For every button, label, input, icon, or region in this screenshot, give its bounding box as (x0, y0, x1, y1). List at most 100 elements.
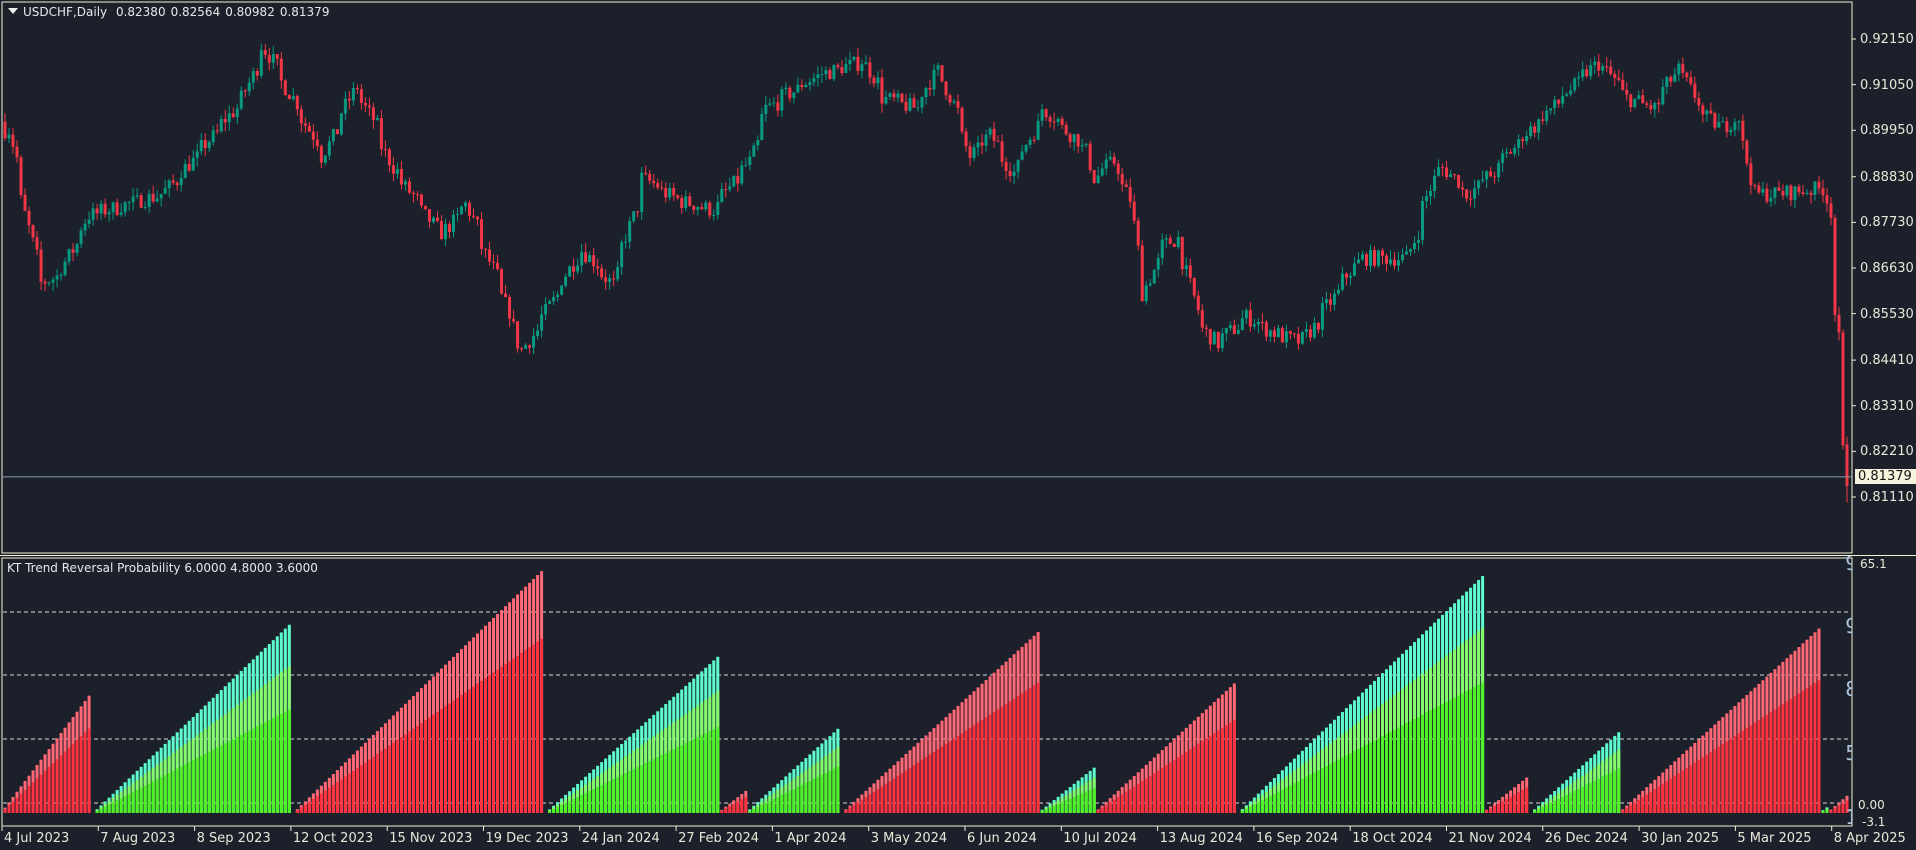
candle (1745, 139, 1749, 167)
indicator-bar (1673, 761, 1677, 813)
candle-body (71, 249, 75, 253)
candle-body (1613, 73, 1617, 78)
indicator-bar (876, 779, 880, 813)
candle (91, 202, 95, 226)
indicator-bar (1280, 770, 1284, 813)
indicator-bar-segment (1517, 792, 1521, 813)
indicator-bar (1328, 723, 1332, 813)
candle-body (1673, 74, 1677, 82)
indicator-bar-segment (796, 786, 800, 813)
indicator-bar (1837, 802, 1841, 813)
candle-body (1597, 61, 1601, 71)
indicator-bar-segment (480, 680, 484, 813)
candle-body (1841, 332, 1845, 446)
candle (1260, 313, 1264, 331)
indicator-bar-segment (1605, 774, 1609, 813)
indicator-bar-segment (55, 759, 59, 813)
candle-body (95, 208, 99, 214)
candle-body (736, 175, 740, 184)
price-label: 0.89950 (1860, 123, 1914, 139)
indicator-bar (656, 711, 660, 813)
indicator-bar (824, 739, 828, 813)
indicator-bar-segment (924, 757, 928, 813)
indicator-bar-segment (836, 766, 840, 813)
indicator-bar-segment (756, 806, 760, 813)
candle-body (1280, 328, 1284, 343)
candle-body (720, 189, 724, 203)
candle-body (920, 97, 924, 108)
indicator-bar (1356, 696, 1360, 813)
indicator-bar-segment (800, 784, 804, 813)
indicator-bar-segment (1505, 799, 1509, 813)
indicator-bar (1449, 607, 1453, 813)
indicator-bar-segment (696, 737, 700, 813)
candle-body (1272, 330, 1276, 338)
candle-body (263, 50, 267, 55)
indicator-bar (944, 716, 948, 813)
indicator-bar (532, 578, 536, 813)
candle-body (1837, 314, 1841, 333)
indicator-bar-segment (75, 740, 79, 813)
candle-body (956, 101, 960, 108)
candle (1292, 332, 1296, 339)
time-label: 15 Nov 2023 (389, 831, 473, 846)
candle (1088, 140, 1092, 174)
indicator-bar-segment (652, 759, 656, 813)
indicator-bar-segment (1044, 809, 1048, 813)
indicator-bar-segment (820, 774, 824, 813)
candle (115, 198, 119, 217)
candle (1829, 196, 1833, 226)
indicator-bar-segment (564, 803, 568, 813)
indicator-bar-segment (1469, 689, 1473, 813)
candle (712, 209, 716, 221)
indicator-bar (1469, 587, 1473, 813)
candle (744, 157, 748, 168)
candle (167, 178, 171, 198)
candle-body (51, 279, 55, 283)
indicator-bar (872, 783, 876, 813)
indicator-bar-segment (155, 779, 159, 813)
candle-body (1389, 259, 1393, 264)
indicator-bar (1773, 669, 1777, 813)
indicator-bar (1380, 673, 1384, 813)
indicator-bar-segment (379, 751, 383, 813)
candle-body (1689, 77, 1693, 84)
price-axis-ticks (1852, 38, 1856, 498)
indicator-bar (1429, 626, 1433, 813)
indicator-bar (892, 764, 896, 813)
indicator-bar-segment (1336, 759, 1340, 813)
indicator-bar (39, 759, 43, 813)
candle-body (1068, 134, 1072, 143)
candle (1557, 99, 1561, 108)
indicator-bar-segment (1661, 783, 1665, 813)
candle (696, 206, 700, 216)
candle (648, 169, 652, 185)
indicator-bar-segment (1445, 701, 1449, 813)
candle (1677, 60, 1681, 82)
indicator-bar-segment (612, 779, 616, 813)
candle-body (1493, 176, 1497, 178)
indicator-bar (1801, 643, 1805, 813)
candle (175, 180, 179, 191)
indicator-bar-segment (1332, 761, 1336, 813)
indicator-bar (1505, 793, 1509, 813)
indicator-bar-segment (1817, 680, 1821, 813)
collapse-triangle-icon[interactable] (8, 8, 18, 14)
candle-body (1116, 163, 1120, 174)
candle-body (415, 194, 419, 196)
candle-body (748, 156, 752, 165)
indicator-bar (195, 713, 199, 813)
indicator-bar (620, 743, 624, 813)
candle (672, 182, 676, 202)
indicator-bar-segment (1573, 790, 1577, 813)
indicator-bar (375, 731, 379, 813)
candle-body (1757, 185, 1761, 193)
indicator-bar (500, 610, 504, 813)
candle-body (1825, 195, 1829, 204)
indicator-bar (143, 763, 147, 813)
candle-body (379, 118, 383, 150)
indicator-bar (900, 757, 904, 813)
indicator-bar-segment (1477, 684, 1481, 813)
indicator-bar-segment (1637, 799, 1641, 813)
indicator-bar-segment (63, 751, 67, 813)
